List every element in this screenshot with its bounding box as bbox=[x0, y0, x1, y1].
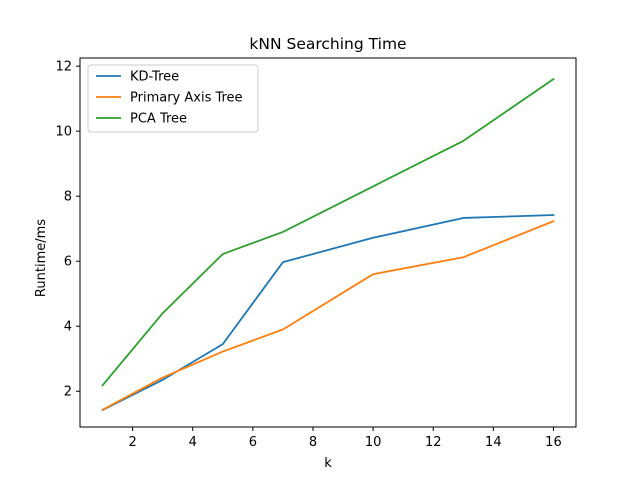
x-tick-label: 14 bbox=[485, 435, 502, 450]
y-tick-label: 2 bbox=[64, 385, 72, 400]
y-tick-label: 6 bbox=[64, 255, 72, 270]
legend: KD-Tree Primary Axis Tree PCA Tree bbox=[87, 64, 259, 133]
x-tick-label: 2 bbox=[128, 435, 136, 450]
y-tick-label: 12 bbox=[55, 60, 72, 75]
series-line-primary-axis-tree bbox=[101, 220, 555, 411]
x-tick-label: 8 bbox=[309, 435, 317, 450]
series-line-kd-tree bbox=[101, 214, 555, 412]
series-layer bbox=[101, 77, 555, 412]
legend-label: Primary Axis Tree bbox=[130, 91, 243, 106]
y-tick-label: 8 bbox=[64, 190, 72, 205]
x-tick-label: 6 bbox=[249, 435, 257, 450]
plot-frame bbox=[79, 57, 577, 428]
series-line-pca-tree bbox=[101, 77, 555, 387]
y-tick-label: 4 bbox=[64, 320, 72, 335]
chart-title: kNN Searching Time bbox=[249, 35, 406, 53]
x-tick-label: 12 bbox=[425, 435, 442, 450]
legend-label: KD-Tree bbox=[130, 70, 179, 85]
axes-layer: 2 4 6 8 10 12 14 16 2 4 6 8 10 12 bbox=[55, 57, 577, 450]
x-tick-label: 4 bbox=[189, 435, 197, 450]
legend-box bbox=[87, 64, 259, 133]
legend-label: PCA Tree bbox=[130, 112, 187, 127]
y-tick-label: 10 bbox=[55, 125, 72, 140]
y-axis-label: Runtime/ms bbox=[34, 219, 49, 297]
x-tick-label: 16 bbox=[545, 435, 562, 450]
x-axis-label: k bbox=[324, 456, 332, 471]
x-tick-label: 10 bbox=[365, 435, 382, 450]
